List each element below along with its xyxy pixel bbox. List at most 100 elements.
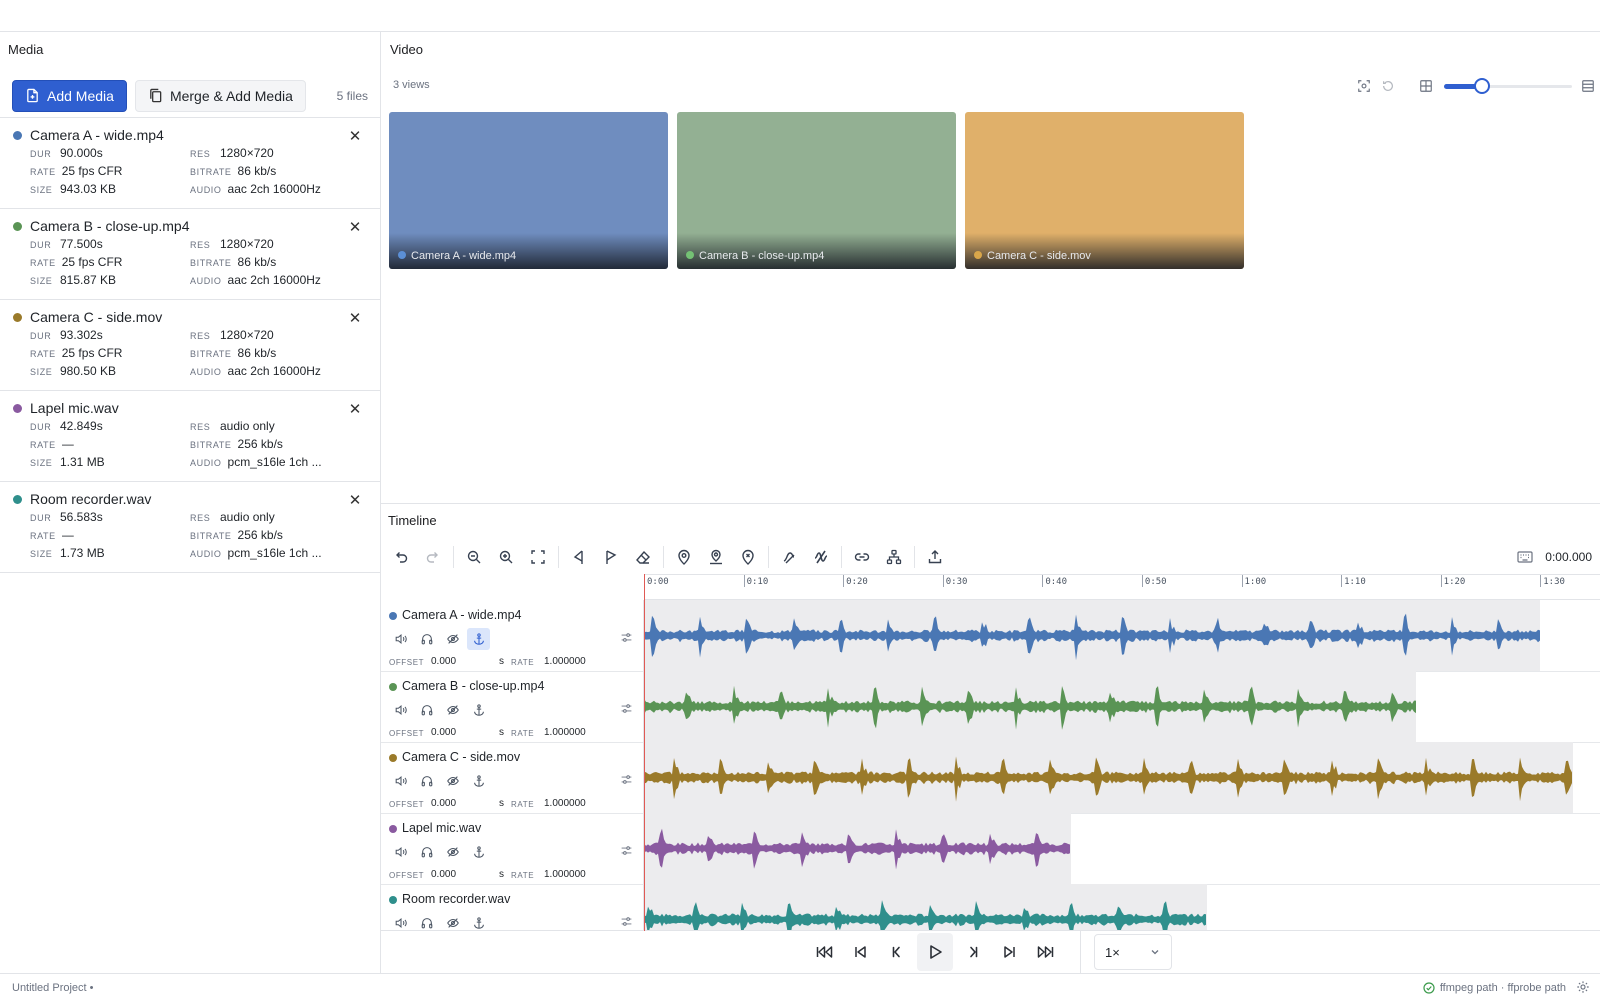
anchor-toggle[interactable] [467,699,490,721]
playback-speed-select[interactable]: 1× [1094,934,1172,970]
tool-paths-status[interactable]: ffmpeg path · ffprobe path [1423,982,1566,994]
previous-frame-icon[interactable] [879,933,915,971]
media-item[interactable]: Camera A - wide.mp4 ✕ DUR 90.000s RES 1280×72… [0,118,380,209]
headphones-toggle[interactable] [415,628,438,650]
rate-value[interactable]: 1.000000 [544,869,586,880]
track-clip[interactable] [644,600,1541,671]
eye-off-toggle[interactable] [441,770,464,792]
media-item[interactable]: Camera B - close-up.mp4 ✕ DUR 77.500s RES 128… [0,209,380,300]
headphones-toggle[interactable] [415,770,438,792]
track-clip[interactable] [644,884,1208,931]
rate-value[interactable]: 1.000000 [544,798,586,809]
track-clip[interactable] [644,671,1416,742]
offset-value[interactable]: 0.000 [431,869,457,880]
rate-value[interactable]: 1.000000 [544,727,586,738]
offset-label: OFFSET [389,871,425,880]
track-clip[interactable] [644,813,1071,884]
volume-toggle[interactable] [389,699,412,721]
redo-icon[interactable] [417,542,449,572]
media-item[interactable]: Room recorder.wav ✕ DUR 56.583s RES audio onl… [0,482,380,573]
close-icon[interactable]: ✕ [348,128,362,145]
merge-add-media-button[interactable]: Merge & Add Media [134,79,306,112]
rate-label: RATE [511,729,535,738]
close-icon[interactable]: ✕ [348,401,362,418]
mark-in-icon[interactable] [563,542,595,572]
sliders-icon[interactable] [620,773,633,786]
sliders-icon[interactable] [620,773,633,786]
fast-forward-icon[interactable] [1027,933,1063,971]
mark-out-icon[interactable] [595,542,627,572]
volume-toggle[interactable] [389,770,412,792]
marker-user-icon[interactable] [700,542,732,572]
sliders-icon[interactable] [620,702,633,715]
reset-icon[interactable] [1376,74,1400,98]
anchor-toggle[interactable] [467,912,490,931]
sliders-icon[interactable] [620,915,633,928]
track-clip[interactable] [644,742,1574,813]
offset-value[interactable]: 0.000 [431,656,457,667]
sliders-icon[interactable] [620,631,633,644]
eye-off-icon [446,634,459,644]
volume-toggle[interactable] [389,628,412,650]
close-icon[interactable]: ✕ [348,492,362,509]
sync-audio-icon[interactable] [773,542,805,572]
headphones-toggle[interactable] [415,841,438,863]
eye-off-toggle[interactable] [441,628,464,650]
anchor-toggle[interactable] [467,841,490,863]
video-view-tile[interactable]: Camera B - close-up.mp4 [677,112,956,269]
sliders-icon[interactable] [620,915,633,928]
close-icon[interactable]: ✕ [348,310,362,327]
eye-off-toggle[interactable] [441,912,464,931]
add-marker-icon[interactable] [668,542,700,572]
anchor-toggle[interactable] [467,628,490,650]
playhead[interactable] [644,574,645,931]
headphones-toggle[interactable] [415,699,438,721]
volume-toggle[interactable] [389,912,412,931]
sliders-icon[interactable] [620,631,633,644]
offset-value[interactable]: 0.000 [431,798,457,809]
export-icon[interactable] [919,542,951,572]
focus-view-icon[interactable] [1352,74,1376,98]
time-ruler[interactable]: 0:00 0:10 0:20 0:30 0:40 0:50 1:00 1:10 1:20 1:30 [644,574,1600,600]
sliders-icon[interactable] [620,702,633,715]
track-list: Camera A - wide.mp4 OFFSET 0.000 s RATE 1.000… [381,600,1600,931]
keyboard-icon[interactable] [1517,550,1533,564]
rate-value[interactable]: 1.000000 [544,656,586,667]
grid-view-icon[interactable] [1414,74,1438,98]
zoom-out-icon[interactable] [458,542,490,572]
headphones-toggle[interactable] [415,912,438,931]
sliders-icon[interactable] [620,844,633,857]
waveform-align-icon[interactable] [805,542,837,572]
undo-icon[interactable] [385,542,417,572]
gear-icon[interactable] [1576,980,1590,994]
volume-toggle[interactable] [389,841,412,863]
video-view-tile[interactable]: Camera A - wide.mp4 [389,112,668,269]
link-icon[interactable] [846,542,878,572]
go-to-end-icon[interactable] [991,933,1027,971]
project-name[interactable]: Untitled Project • [12,982,94,994]
fit-to-view-icon[interactable] [522,542,554,572]
slider-handle[interactable] [1474,78,1491,94]
close-icon[interactable]: ✕ [348,219,362,236]
sliders-icon[interactable] [620,844,633,857]
anchor-toggle[interactable] [467,770,490,792]
next-frame-icon[interactable] [955,933,991,971]
list-view-icon[interactable] [1576,74,1600,98]
tile-size-slider[interactable] [1444,74,1572,98]
eye-off-toggle[interactable] [441,699,464,721]
eraser-icon[interactable] [627,542,659,572]
media-metadata: DUR 93.302s RES 1280×720 RATE 25 fps CFR BITRA… [30,328,368,380]
video-view-tile[interactable]: Camera C - side.mov [965,112,1244,269]
zoom-in-icon[interactable] [490,542,522,572]
media-item[interactable]: Lapel mic.wav ✕ DUR 42.849s RES audio only RAT… [0,391,380,482]
eye-off-toggle[interactable] [441,841,464,863]
remove-marker-icon[interactable] [732,542,764,572]
offset-value[interactable]: 0.000 [431,727,457,738]
media-item[interactable]: Camera C - side.mov ✕ DUR 93.302s RES 1280×72… [0,300,380,391]
add-media-button[interactable]: Add Media [12,79,127,112]
play-button[interactable] [917,933,953,971]
group-tracks-icon[interactable] [878,542,910,572]
ruler-tick [1341,575,1343,587]
go-to-start-icon[interactable] [843,933,879,971]
rewind-icon[interactable] [807,933,843,971]
